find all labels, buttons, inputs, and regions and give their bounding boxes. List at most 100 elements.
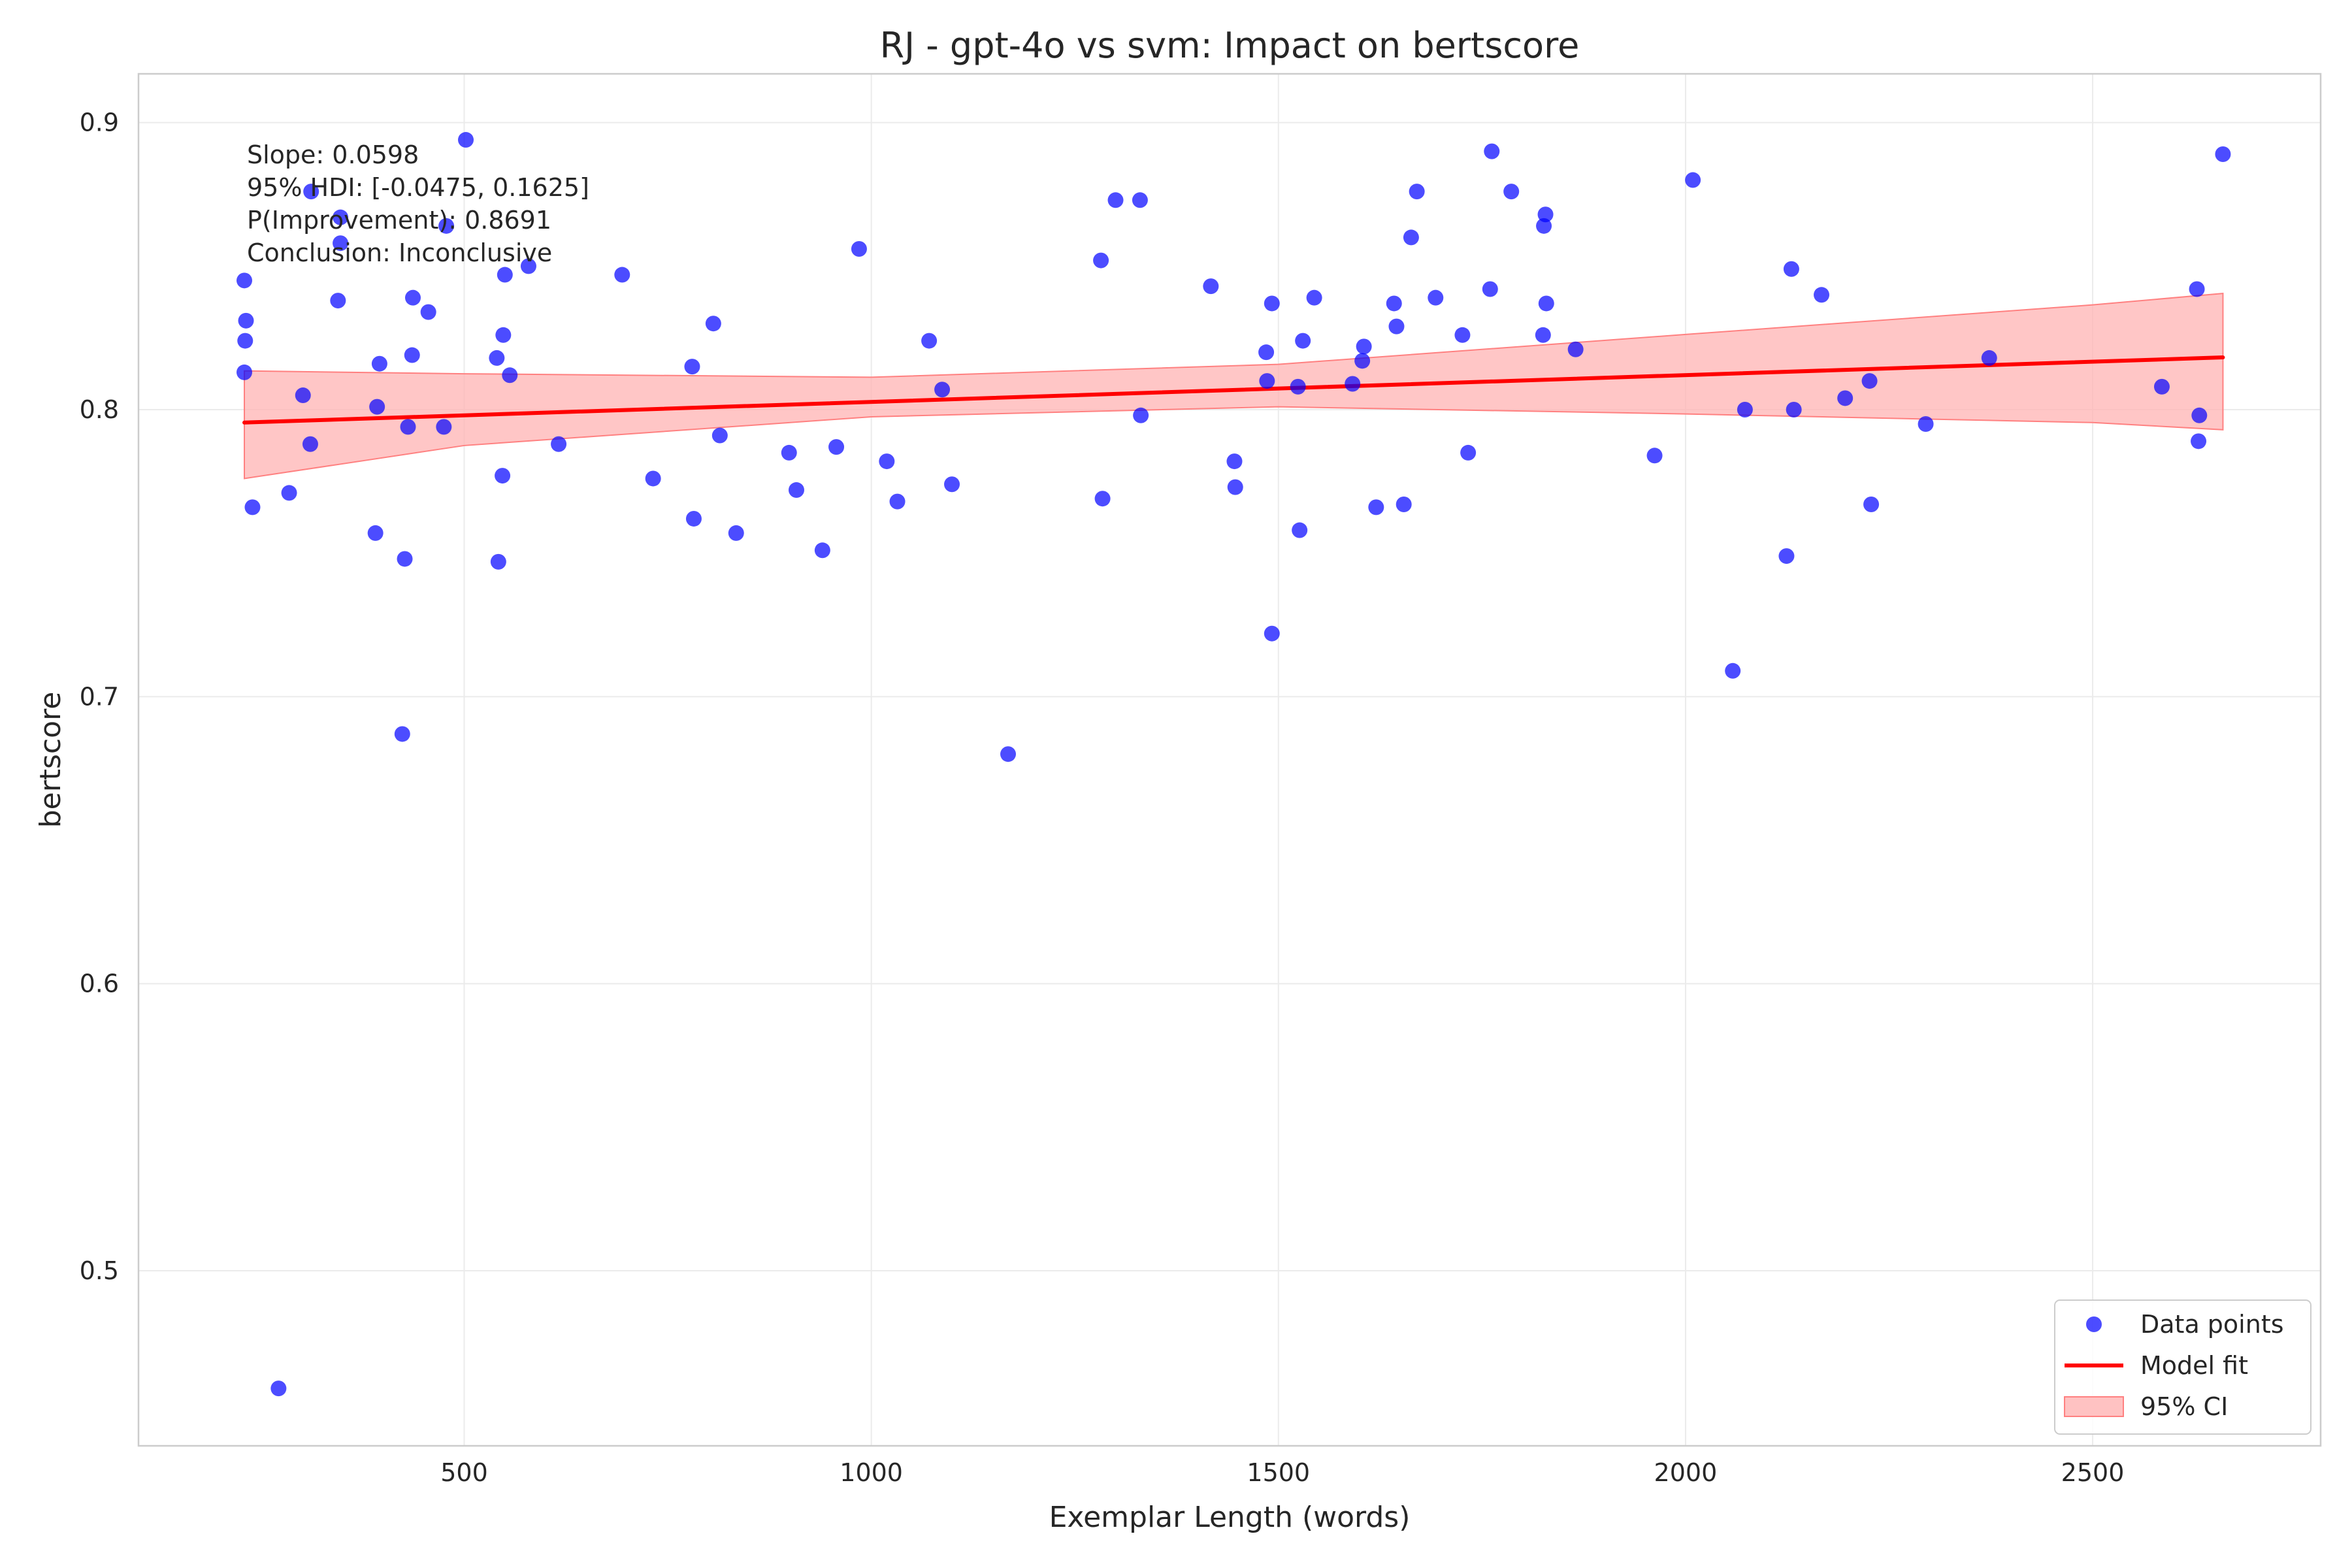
y-tick-label: 0.8 bbox=[80, 395, 119, 424]
data-point bbox=[2191, 407, 2208, 423]
x-axis-label: Exemplar Length (words) bbox=[1049, 1501, 1411, 1534]
data-point bbox=[705, 316, 721, 332]
data-point bbox=[2215, 146, 2231, 163]
data-point bbox=[944, 476, 960, 493]
model-fit-line bbox=[242, 355, 2225, 425]
data-point bbox=[1295, 333, 1311, 349]
data-point bbox=[2191, 433, 2207, 449]
x-tick-label: 500 bbox=[440, 1458, 488, 1487]
data-point bbox=[614, 267, 630, 283]
data-point bbox=[1428, 289, 1444, 306]
data-point bbox=[828, 439, 845, 455]
data-point bbox=[1368, 499, 1384, 515]
data-point bbox=[1484, 143, 1500, 159]
data-point bbox=[1981, 350, 1997, 366]
data-point bbox=[1345, 376, 1361, 392]
x-tick-label: 2500 bbox=[2061, 1458, 2125, 1487]
legend-patch-ci bbox=[2064, 1396, 2124, 1417]
y-tick-label: 0.9 bbox=[80, 108, 119, 137]
data-point bbox=[889, 493, 906, 510]
data-point bbox=[1403, 229, 1419, 246]
data-point bbox=[1567, 341, 1584, 357]
data-point bbox=[371, 355, 387, 372]
y-tick-label: 0.5 bbox=[80, 1256, 119, 1285]
data-point bbox=[728, 525, 744, 541]
chart-title: RJ - gpt-4o vs svm: Impact on bertscore bbox=[880, 25, 1580, 66]
fit-line-layer bbox=[242, 355, 2225, 425]
data-point bbox=[333, 235, 349, 252]
x-tick-label: 1500 bbox=[1247, 1458, 1310, 1487]
data-point bbox=[369, 399, 385, 415]
data-point bbox=[1000, 746, 1017, 762]
data-point bbox=[1454, 327, 1471, 343]
data-point bbox=[1093, 252, 1109, 269]
plot-frame bbox=[137, 73, 2322, 1447]
data-point bbox=[921, 333, 938, 349]
annotation-probability: P(Improvement): 0.8691 bbox=[247, 206, 551, 235]
x-tick-label: 2000 bbox=[1654, 1458, 1718, 1487]
y-axis-ticks: 0.5 0.6 0.7 0.8 0.9 bbox=[80, 108, 119, 1285]
legend-label-ci: 95% CI bbox=[2140, 1392, 2228, 1421]
data-point bbox=[281, 485, 297, 501]
y-tick-label: 0.6 bbox=[80, 970, 119, 998]
data-point bbox=[1535, 327, 1551, 343]
data-point bbox=[2153, 378, 2170, 395]
data-point bbox=[270, 1380, 287, 1397]
data-point bbox=[237, 364, 253, 380]
data-point bbox=[497, 267, 513, 283]
data-point bbox=[238, 312, 254, 329]
legend-marker-data-points bbox=[2086, 1316, 2102, 1332]
data-point bbox=[1538, 295, 1554, 312]
data-point bbox=[244, 499, 261, 515]
data-point bbox=[333, 209, 349, 225]
data-point bbox=[1537, 206, 1554, 223]
data-point bbox=[1132, 192, 1148, 208]
data-point bbox=[1354, 353, 1371, 369]
data-point bbox=[1918, 416, 1934, 432]
data-point bbox=[397, 551, 413, 567]
data-point bbox=[1863, 496, 1880, 512]
data-point bbox=[1685, 172, 1701, 188]
data-point bbox=[302, 436, 318, 452]
data-point bbox=[1783, 261, 1799, 277]
data-point bbox=[438, 218, 455, 234]
data-point bbox=[237, 272, 253, 289]
y-tick-label: 0.7 bbox=[80, 682, 119, 711]
data-point bbox=[495, 468, 511, 484]
data-point bbox=[1725, 662, 1741, 679]
data-point bbox=[1259, 373, 1275, 389]
x-axis-ticks: 500 1000 1500 2000 2500 bbox=[440, 1458, 2124, 1487]
data-point bbox=[788, 482, 804, 498]
data-point bbox=[1264, 625, 1280, 642]
data-point bbox=[489, 350, 505, 366]
data-point bbox=[520, 258, 536, 274]
data-point bbox=[295, 387, 311, 404]
data-point bbox=[1861, 373, 1878, 389]
data-point bbox=[1786, 402, 1802, 418]
data-point bbox=[2189, 281, 2205, 297]
data-point bbox=[814, 542, 830, 559]
data-point bbox=[879, 453, 895, 470]
data-point bbox=[502, 367, 518, 384]
data-point bbox=[1814, 287, 1830, 303]
legend-label-model-fit: Model fit bbox=[2140, 1351, 2248, 1380]
data-point bbox=[1503, 184, 1520, 200]
annotation-hdi: 95% HDI: [-0.0475, 0.1625] bbox=[247, 173, 589, 202]
data-point bbox=[1356, 338, 1372, 355]
data-point bbox=[684, 359, 700, 375]
data-point bbox=[367, 525, 384, 541]
data-point bbox=[1837, 390, 1854, 406]
data-point bbox=[851, 240, 867, 257]
data-point bbox=[490, 553, 506, 570]
data-point bbox=[1388, 318, 1405, 335]
data-point bbox=[420, 304, 436, 320]
data-point bbox=[1264, 295, 1280, 312]
data-point bbox=[237, 333, 253, 349]
data-point bbox=[1460, 444, 1477, 461]
data-point bbox=[645, 470, 661, 487]
data-point bbox=[1094, 491, 1111, 507]
data-point bbox=[1646, 448, 1663, 464]
data-point bbox=[1203, 278, 1219, 295]
data-point bbox=[1107, 192, 1124, 208]
